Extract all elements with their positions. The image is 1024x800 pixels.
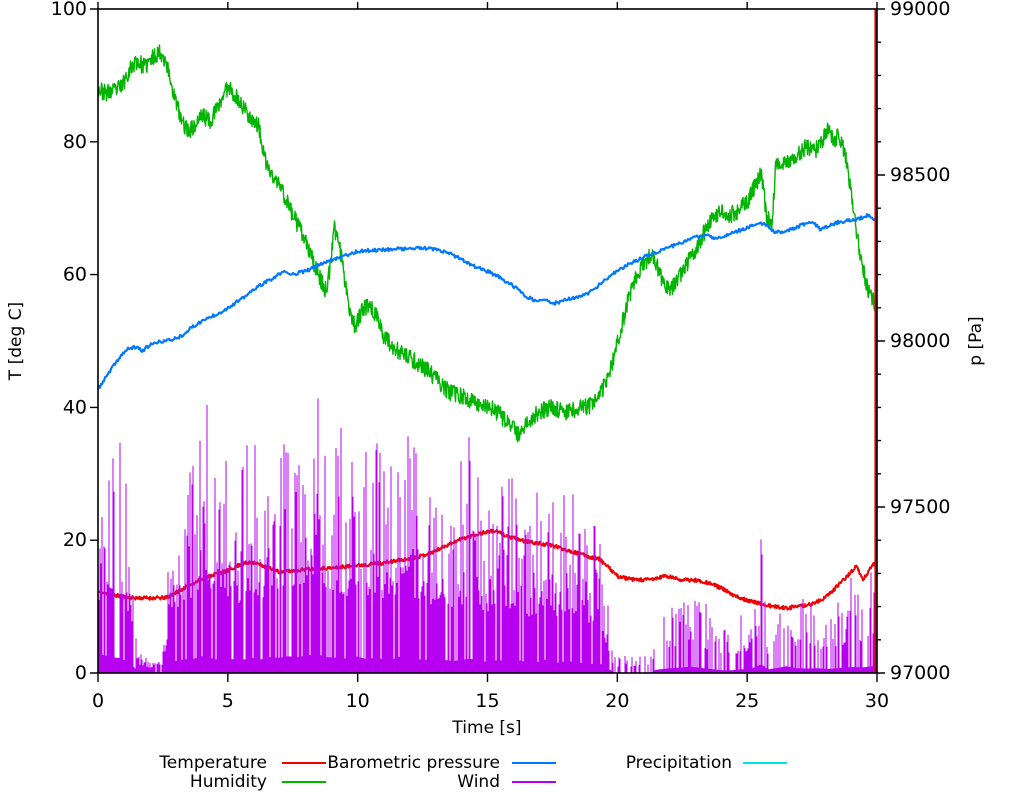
x-tick-label: 20 [605,690,629,712]
x-tick-label: 15 [475,690,499,712]
legend-label-wind: Wind [457,772,500,792]
y2-tick-label: 98000 [890,330,950,352]
y-axis-title: T [deg C] [6,302,26,381]
y2-tick-label: 97000 [890,662,950,684]
y-tick-label: 100 [51,0,87,20]
legend-label-temperature: Temperature [158,753,267,773]
y-tick-label: 60 [63,264,87,286]
x-tick-label: 5 [222,690,234,712]
legend-label-barometric-pressure: Barometric pressure [327,753,500,773]
axis-ticks [90,2,885,682]
y2-axis-title: p [Pa] [966,316,986,365]
x-tick-label: 0 [92,690,104,712]
legend-label-precipitation: Precipitation [626,753,732,773]
y-tick-label: 0 [75,662,87,684]
series-humidity [97,44,878,443]
plot-border [97,8,878,674]
x-tick-label: 10 [346,690,370,712]
y-tick-label: 80 [63,131,87,153]
x-tick-label: 25 [735,690,759,712]
y2-tick-label: 97500 [890,496,950,518]
series-barometric-pressure [96,213,878,390]
y-tick-label: 40 [63,396,87,418]
x-axis-title: Time [s] [451,718,521,738]
x-tick-label: 30 [865,690,889,712]
y2-tick-label: 99000 [890,0,950,20]
series-wind [98,398,877,673]
legend-label-humidity: Humidity [190,772,267,792]
y2-tick-label: 98500 [890,164,950,186]
series-temperature [97,528,877,611]
y-tick-label: 20 [63,529,87,551]
